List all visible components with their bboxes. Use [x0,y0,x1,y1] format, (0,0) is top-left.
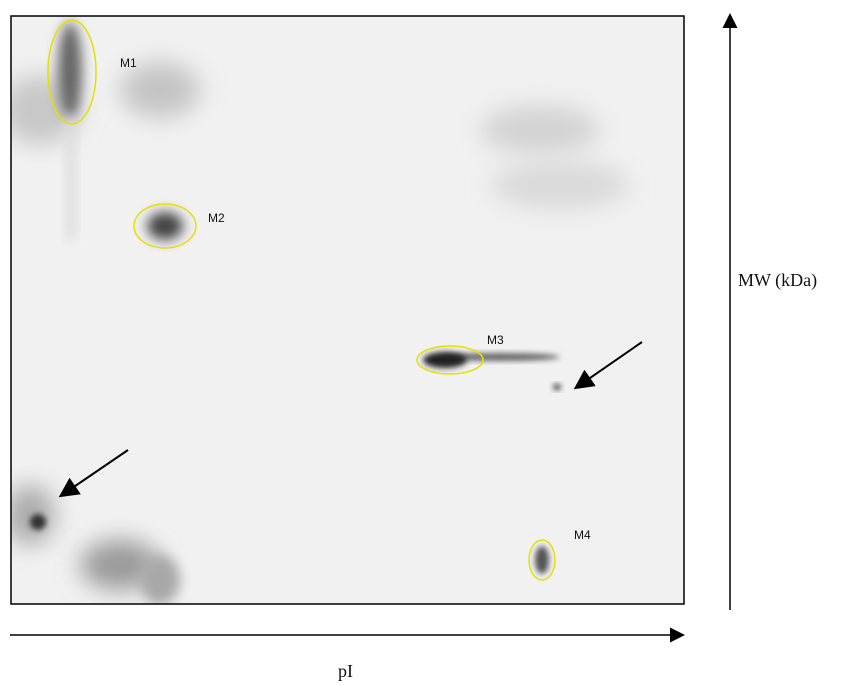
gel-image [0,16,684,605]
spot-label: M3 [487,333,504,347]
x-axis-label: pI [338,661,353,681]
y-axis-label: MW (kDa) [738,270,817,291]
spot-label: M1 [120,56,137,70]
gel-figure: M1 M2 M3 M4 MW (kDa) pI [0,0,853,686]
spot-label: M2 [208,211,225,225]
spot-label: M4 [574,528,591,542]
